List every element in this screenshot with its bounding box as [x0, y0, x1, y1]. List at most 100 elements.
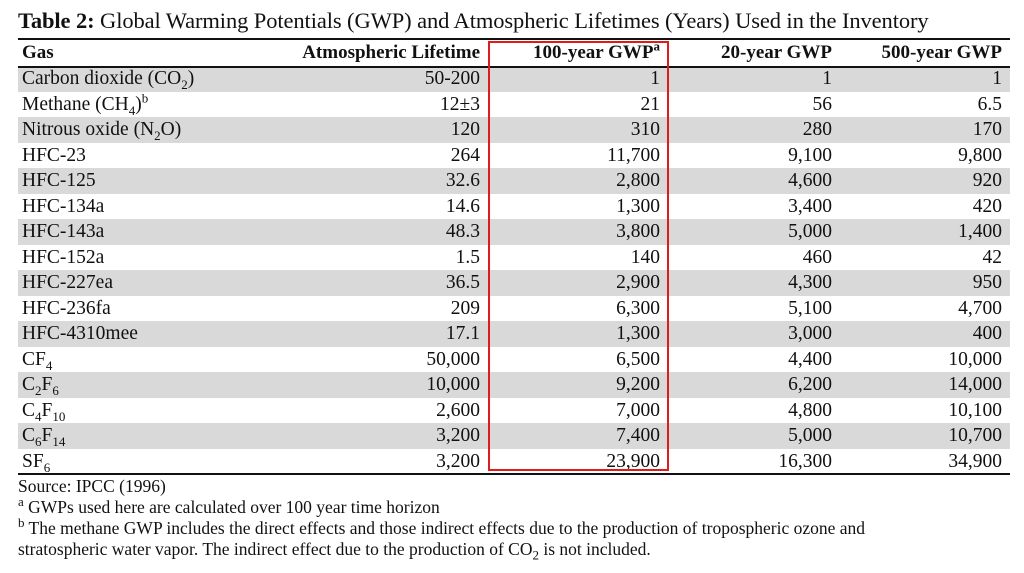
gwp500-cell: 9,800	[958, 144, 1002, 166]
gwp20-cell: 4,800	[788, 399, 832, 421]
table-caption: Global Warming Potentials (GWP) and Atmo…	[94, 8, 929, 33]
lifetime-cell: 32.6	[251, 168, 488, 194]
gwp100-cell: 6,500	[616, 348, 660, 370]
gwp500-cell: 10,700	[840, 423, 1010, 449]
gas-name-sub: 6	[43, 459, 51, 475]
gas-name-pre: HFC-23	[22, 144, 86, 166]
table-row: HFC-227ea 36.5 2,900 4,300 950	[18, 270, 1010, 296]
gwp100-cell: 3,800	[488, 219, 668, 245]
gwp500-cell: 6.5	[977, 93, 1002, 115]
gwp100-cell: 21	[640, 93, 661, 115]
table-row: CF4 50,000 6,500 4,400 10,000	[18, 347, 1010, 373]
gas-name-pre: HFC-227ea	[22, 272, 113, 294]
header-rule	[18, 66, 1010, 68]
gas-name-pre: C	[22, 399, 36, 421]
gas-name-post: F	[41, 425, 53, 447]
gwp20-cell: 4,300	[668, 270, 840, 296]
footnote-b: b The methane GWP includes the direct ef…	[18, 516, 1018, 539]
gwp500-cell: 1,400	[840, 219, 1010, 245]
header-gwp500: 500-year GWP	[881, 42, 1003, 63]
gwp20-cell: 3,400	[788, 195, 832, 217]
gas-name-sub2: 6	[52, 383, 59, 399]
gas-cell: Carbon dioxide (CO2)	[18, 66, 251, 92]
gwp500-cell: 42	[982, 246, 1003, 268]
gas-cell: HFC-125	[18, 168, 251, 194]
gwp500-cell: 420	[972, 195, 1002, 217]
gas-cell: C2F6	[18, 372, 251, 398]
gwp20-cell: 5,000	[668, 423, 840, 449]
footnote-b-line2-subscript: 2	[532, 547, 539, 563]
header-gwp20: 20-year GWP	[721, 42, 832, 63]
table-row: Nitrous oxide (N2O) 120 310 280 170	[18, 117, 1010, 143]
footnote-a: a GWPs used here are calculated over 100…	[18, 495, 1018, 518]
gwp500-cell: 400	[840, 321, 1010, 347]
gas-name-pre: HFC-152a	[22, 246, 105, 268]
gwp20-cell: 4,400	[788, 348, 832, 370]
gas-name-sub: 4	[128, 102, 136, 118]
gas-name-pre: SF	[22, 450, 44, 472]
header-lifetime: Atmospheric Lifetime	[302, 42, 480, 63]
gas-name-post: O)	[160, 119, 182, 141]
footnote-b-line2-text: stratospheric water vapor. The indirect …	[18, 539, 533, 559]
gas-name-sub: 2	[35, 383, 42, 399]
table-row: C2F6 10,000 9,200 6,200 14,000	[18, 372, 1010, 398]
lifetime-cell: 12±3	[440, 93, 480, 115]
table-row: HFC-23 264 11,700 9,100 9,800	[18, 143, 1010, 169]
gwp20-cell: 5,000	[668, 219, 840, 245]
gas-name-pre: HFC-143a	[22, 221, 105, 243]
gwp100-cell: 11,700	[607, 144, 660, 166]
gwp100-cell: 7,400	[488, 423, 668, 449]
lifetime-cell: 17.1	[251, 321, 488, 347]
gas-cell: HFC-152a	[18, 245, 251, 271]
gwp20-cell: 3,000	[668, 321, 840, 347]
gwp500-cell: 10,000	[948, 348, 1002, 370]
gas-cell: Methane (CH4)b	[18, 91, 251, 118]
gas-name-pre: C	[22, 374, 36, 396]
gas-cell: HFC-143a	[18, 219, 251, 245]
header-gas: Gas	[22, 42, 54, 63]
lifetime-cell: 36.5	[251, 270, 488, 296]
gas-name-post: F	[41, 374, 53, 396]
gas-name-post: )	[187, 68, 195, 90]
footnote-b-text: The methane GWP includes the direct effe…	[24, 518, 866, 538]
gas-name-sub2: 14	[52, 434, 66, 450]
lifetime-cell: 3,200	[251, 423, 488, 449]
gas-cell: HFC-134a	[18, 194, 251, 220]
table-row: HFC-125 32.6 2,800 4,600 920	[18, 168, 1010, 194]
gas-name-pre: HFC-236fa	[22, 297, 111, 319]
gas-cell: HFC-227ea	[18, 270, 251, 296]
gas-name-pre: C	[22, 425, 36, 447]
table-row: C4F10 2,600 7,000 4,800 10,100	[18, 398, 1010, 424]
footnote-b-line2-end: is not included.	[538, 539, 651, 559]
gwp100-cell: 2,800	[488, 168, 668, 194]
gwp20-cell: 460	[802, 246, 832, 268]
table-body: Carbon dioxide (CO2) 50-200 1 1 1 Methane (CH…	[18, 66, 1010, 474]
gwp500-cell: 4,700	[958, 297, 1002, 319]
table-row: HFC-134a 14.6 1,300 3,400 420	[18, 194, 1010, 220]
gas-cell: SF6	[18, 449, 251, 475]
gas-name-sub: 6	[35, 434, 42, 450]
gwp20-cell: 9,100	[788, 144, 832, 166]
gwp500-cell: 14,000	[840, 372, 1010, 398]
gwp500-cell: 920	[840, 168, 1010, 194]
top-rule	[18, 38, 1010, 40]
gwp20-cell: 6,200	[668, 372, 840, 398]
table-title: Table 2: Global Warming Potentials (GWP)…	[18, 8, 929, 34]
gas-cell: HFC-236fa	[18, 296, 251, 322]
header-gwp100-label: 100-year GWP	[533, 42, 654, 63]
footnotes: Source: IPCC (1996) a GWPs used here are…	[18, 476, 1018, 563]
gas-cell: CF4	[18, 347, 251, 373]
lifetime-cell: 48.3	[251, 219, 488, 245]
lifetime-cell: 50-200	[251, 66, 488, 92]
gas-cell: C4F10	[18, 398, 251, 424]
gwp100-cell: 23,900	[606, 450, 660, 472]
gwp100-cell: 1,300	[488, 321, 668, 347]
gas-name-pre: Methane (CH	[22, 93, 129, 115]
footnote-a-text: GWPs used here are calculated over 100 y…	[23, 497, 440, 517]
gwp500-cell: 1	[840, 66, 1010, 92]
gwp20-cell: 56	[812, 93, 833, 115]
table-row: C6F14 3,200 7,400 5,000 10,700	[18, 423, 1010, 449]
gwp100-cell: 1	[488, 66, 668, 92]
gwp500-cell: 10,100	[948, 399, 1002, 421]
footnote-b-line2: stratospheric water vapor. The indirect …	[18, 539, 1018, 563]
